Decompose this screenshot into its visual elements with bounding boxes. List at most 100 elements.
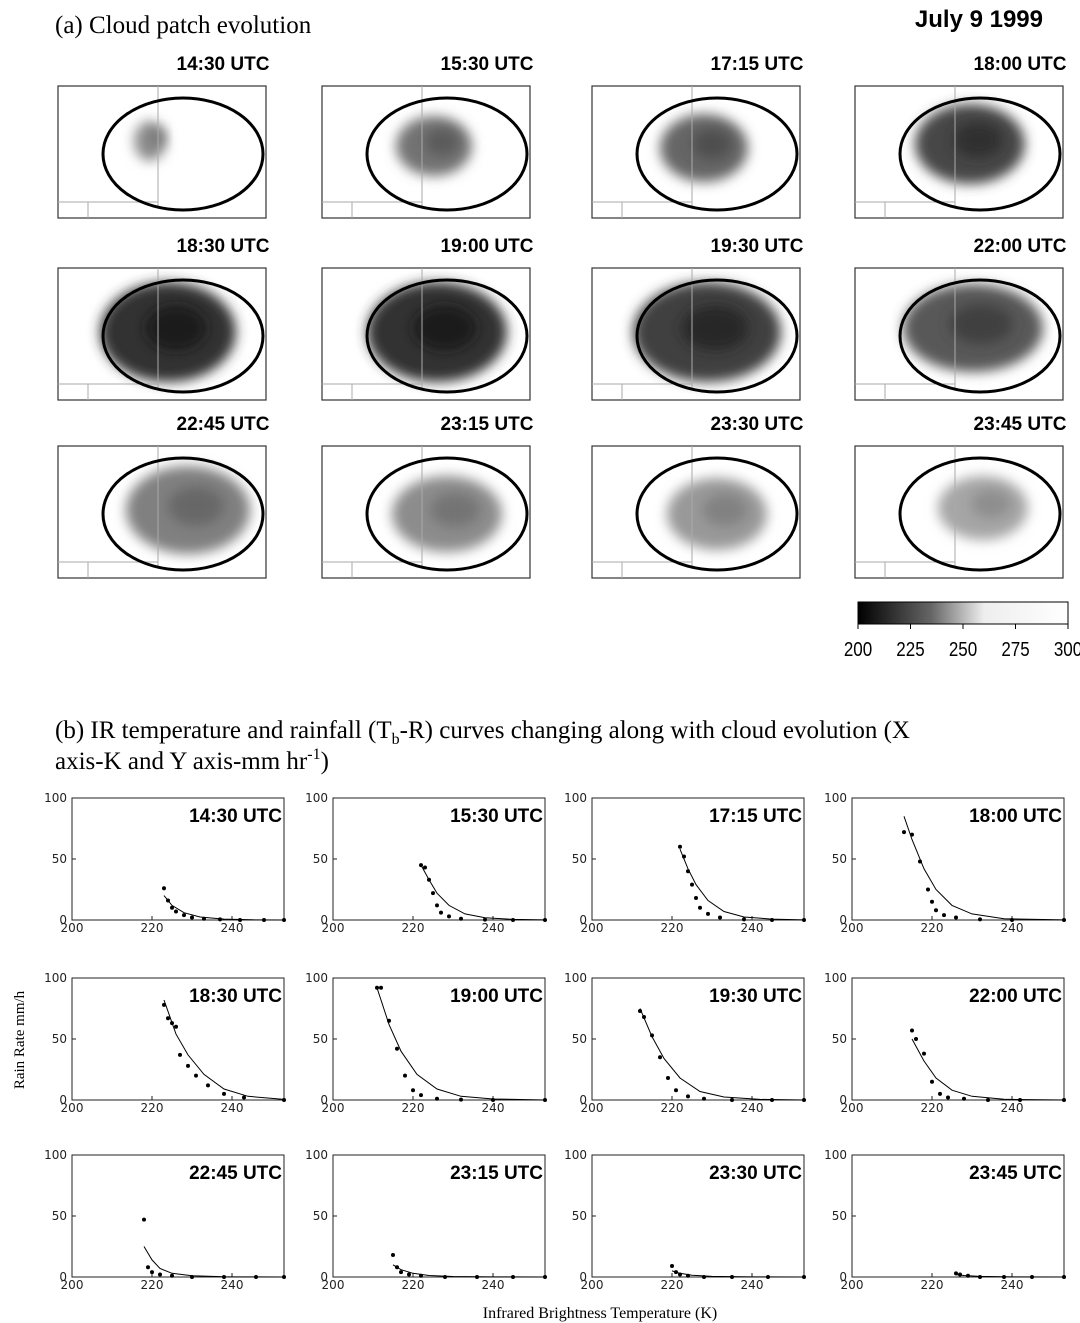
chart-title: 19:30 UTC	[709, 986, 802, 1007]
study-area	[898, 278, 1062, 394]
data-point	[395, 1046, 399, 1051]
y-tick-label: 0	[839, 1270, 847, 1284]
study-area	[101, 96, 265, 212]
y-tick-label: 50	[52, 852, 67, 866]
x-tick-label: 200	[322, 921, 345, 935]
y-tick-label: 50	[52, 1209, 67, 1223]
x-tick-label: 240	[1001, 1278, 1024, 1292]
data-point	[399, 1270, 403, 1275]
data-point	[678, 1272, 682, 1277]
y-tick-label: 100	[824, 1148, 847, 1162]
cloud-panel	[57, 267, 267, 401]
data-point	[543, 1098, 547, 1102]
data-point	[254, 1275, 258, 1279]
data-point	[702, 1275, 706, 1279]
data-point	[150, 1270, 154, 1275]
cloud-panel	[57, 445, 267, 579]
data-point	[543, 1275, 547, 1279]
colorbar-tick-label: 200	[844, 638, 872, 661]
cloud-core	[692, 128, 732, 160]
chart-title: 17:15 UTC	[709, 806, 802, 827]
data-point	[1062, 1275, 1066, 1279]
panel-time: 19:00 UTC	[441, 236, 534, 257]
chart-title: 22:45 UTC	[189, 1163, 282, 1184]
data-point	[375, 985, 379, 990]
data-point	[262, 918, 266, 922]
data-point	[431, 891, 435, 896]
data-point	[178, 1052, 182, 1057]
data-point	[978, 917, 982, 922]
data-point	[682, 854, 686, 859]
panel-time: 18:30 UTC	[177, 236, 270, 257]
data-point	[174, 1024, 178, 1029]
data-point	[986, 1098, 990, 1102]
data-point	[978, 1275, 982, 1279]
title-part: )	[321, 748, 329, 775]
y-axis-label: Rain Rate mm/h	[12, 990, 28, 1089]
data-point	[742, 917, 746, 922]
study-area	[101, 278, 265, 394]
data-point	[395, 1265, 399, 1270]
data-point	[475, 1275, 479, 1279]
figure-b-title: (b) IR temperature and rainfall (Tb-R) c…	[55, 717, 916, 775]
y-tick-label: 50	[832, 852, 847, 866]
data-point	[958, 1272, 962, 1277]
figure-a-title: (a) Cloud patch evolution	[55, 12, 312, 39]
data-point	[491, 1098, 495, 1102]
data-point	[419, 863, 423, 868]
data-point	[770, 918, 774, 922]
data-point	[698, 905, 702, 910]
colorbar-tick-label: 225	[896, 638, 924, 661]
data-point	[423, 865, 427, 870]
data-point	[439, 910, 443, 915]
data-point	[914, 1037, 918, 1041]
study-area	[365, 96, 529, 212]
cloud-panel	[321, 445, 531, 579]
data-point	[802, 918, 806, 922]
data-point	[194, 1073, 198, 1078]
colorbar-tick-label: 275	[1001, 638, 1029, 661]
data-point	[946, 1095, 950, 1100]
y-tick-label: 50	[313, 852, 328, 866]
data-point	[379, 985, 383, 990]
x-tick-label: 200	[841, 1101, 864, 1115]
y-tick-label: 0	[839, 913, 847, 927]
x-tick-label: 200	[841, 921, 864, 935]
data-point	[483, 917, 487, 922]
y-tick-label: 50	[572, 1032, 587, 1046]
data-point	[658, 1055, 662, 1060]
data-point	[543, 918, 547, 922]
cloud-panel	[321, 85, 531, 219]
y-tick-label: 100	[305, 1148, 328, 1162]
chart-title: 22:00 UTC	[969, 986, 1062, 1007]
y-tick-label: 0	[579, 1270, 587, 1284]
data-point	[686, 869, 690, 874]
data-point	[242, 1095, 246, 1100]
fit-curve	[679, 849, 805, 921]
panel-time: 22:45 UTC	[177, 414, 270, 435]
x-tick-label: 200	[581, 1101, 604, 1115]
data-point	[511, 918, 515, 922]
panel-time: 22:00 UTC	[974, 236, 1067, 257]
study-area	[635, 96, 799, 212]
x-tick-label: 220	[661, 921, 684, 935]
data-point	[190, 915, 194, 920]
data-point	[218, 917, 222, 922]
data-point	[666, 1076, 670, 1081]
x-tick-label: 220	[661, 1101, 684, 1115]
data-point	[190, 1275, 194, 1279]
data-point	[910, 832, 914, 837]
x-tick-label: 240	[741, 921, 764, 935]
data-point	[770, 1098, 774, 1102]
data-point	[1018, 1098, 1022, 1102]
fit-curve	[376, 987, 546, 1101]
x-tick-label: 220	[921, 1101, 944, 1115]
x-tick-label: 240	[482, 1278, 505, 1292]
fit-curve	[903, 816, 1065, 921]
data-point	[690, 882, 694, 887]
title-superscript: -1	[307, 746, 320, 763]
data-point	[403, 1073, 407, 1078]
cloud-panel	[591, 445, 801, 579]
date: July 9 1999	[915, 6, 1043, 33]
data-point	[730, 1098, 734, 1102]
